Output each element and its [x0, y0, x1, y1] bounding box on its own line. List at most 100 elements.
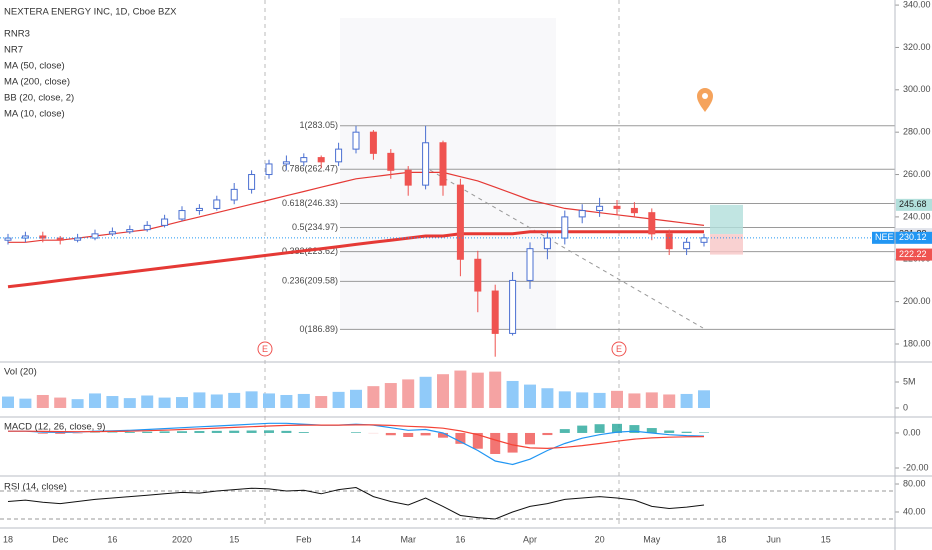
fib-label: 0.786(262.47)	[282, 164, 338, 174]
histogram-bar	[159, 431, 170, 433]
volume-bar	[36, 394, 49, 408]
alert-icon-dot	[702, 93, 708, 99]
volume-bar	[54, 397, 67, 408]
histogram-bar	[472, 432, 483, 449]
x-tick-label: Apr	[523, 534, 537, 544]
y-tick-label: 340.00	[903, 0, 931, 9]
candle-body	[613, 205, 621, 209]
candle-body	[352, 131, 360, 150]
histogram-bar	[664, 430, 675, 433]
legend-entry: MA (10, close)	[4, 109, 65, 120]
x-tick-label: 14	[351, 534, 361, 544]
y-tick-label: 200.00	[903, 296, 931, 306]
volume-bar	[315, 396, 328, 408]
volume-bar	[506, 380, 519, 408]
volume-bar	[437, 374, 449, 408]
x-tick-label: 18	[3, 534, 13, 544]
candle-body	[456, 184, 464, 260]
histogram-bar	[594, 424, 605, 433]
price-tag	[896, 248, 932, 261]
volume-bar	[280, 394, 293, 408]
histogram-bar	[507, 432, 518, 453]
legend-entry: BB (20, close, 2)	[4, 93, 74, 104]
y-tick-label: 260.00	[903, 169, 931, 179]
candle-body	[4, 237, 12, 241]
volume-bar	[228, 392, 241, 408]
histogram-bar	[542, 432, 553, 436]
volume-bar	[106, 396, 119, 408]
volume-bar	[210, 394, 223, 408]
candle-body	[300, 157, 308, 163]
x-tick-label: Mar	[400, 534, 416, 544]
volume-bar	[2, 396, 14, 408]
candle-body	[578, 210, 586, 218]
candle-body	[404, 169, 412, 186]
price-tag	[896, 198, 932, 211]
candle-body	[126, 229, 134, 233]
volume-bar	[454, 370, 467, 408]
histogram-bar	[246, 430, 257, 433]
candle-body	[630, 207, 638, 214]
legend-entry: MA (50, close)	[4, 61, 65, 72]
pane-title: MACD (12, 26, close, 9)	[4, 422, 105, 433]
candle-body	[422, 142, 430, 186]
histogram-bar	[490, 432, 501, 454]
volume-bar	[558, 391, 571, 408]
line	[8, 171, 705, 243]
histogram-bar	[420, 432, 431, 436]
histogram-bar	[298, 432, 309, 433]
chart-title: NEXTERA ENERGY INC, 1D, Cboe BZX	[4, 7, 177, 18]
event-marker[interactable]	[257, 341, 273, 357]
volume-bar	[176, 397, 188, 408]
x-tick-label: Dec	[52, 534, 69, 544]
histogram-bar	[699, 432, 709, 433]
volume-bar	[19, 398, 32, 408]
event-label: E	[616, 344, 622, 354]
volume-bar	[245, 391, 258, 408]
line	[7, 486, 705, 520]
volume-bar	[332, 391, 345, 408]
volume-bar	[628, 393, 641, 408]
candle-body	[596, 205, 604, 212]
y-tick-label: 180.00	[903, 338, 931, 348]
volume-bar	[524, 384, 536, 408]
fib-label: 0.618(246.33)	[282, 198, 338, 208]
histogram-bar	[612, 423, 622, 433]
candle-body	[213, 199, 221, 209]
y-tick-label: 280.00	[903, 127, 931, 137]
candle-body	[387, 152, 395, 171]
histogram-bar	[629, 425, 640, 433]
event-marker[interactable]	[611, 341, 627, 357]
histogram-bar	[142, 431, 153, 433]
x-tick-label: 15	[821, 534, 831, 544]
volume-bar	[141, 395, 154, 408]
volume-bar	[123, 398, 136, 408]
histogram-bar	[455, 432, 466, 444]
volume-bar	[680, 393, 693, 408]
histogram-bar	[438, 432, 448, 438]
legend-entry: RNR3	[4, 29, 30, 40]
volume-bar	[402, 379, 415, 408]
candle-body	[248, 174, 256, 190]
candle-body	[509, 279, 517, 334]
pane-title: Vol (20)	[4, 367, 37, 378]
volume-bar	[489, 371, 502, 408]
candle-body	[543, 237, 551, 250]
histogram-bar	[385, 432, 396, 436]
candle-body	[491, 290, 499, 334]
candle-body	[91, 233, 99, 239]
histogram-bar	[177, 431, 187, 433]
volume-bar	[471, 372, 484, 408]
candle-body	[161, 218, 169, 226]
volume-bar	[263, 393, 275, 408]
candle-body	[369, 131, 377, 154]
volume-bar	[419, 376, 432, 408]
alert-icon[interactable]	[697, 88, 713, 112]
histogram-bar	[351, 432, 361, 433]
candle-body	[474, 258, 482, 292]
x-tick-label: 16	[107, 534, 117, 544]
histogram-bar	[403, 432, 414, 437]
line	[7, 230, 704, 289]
event-label: E	[262, 344, 268, 354]
